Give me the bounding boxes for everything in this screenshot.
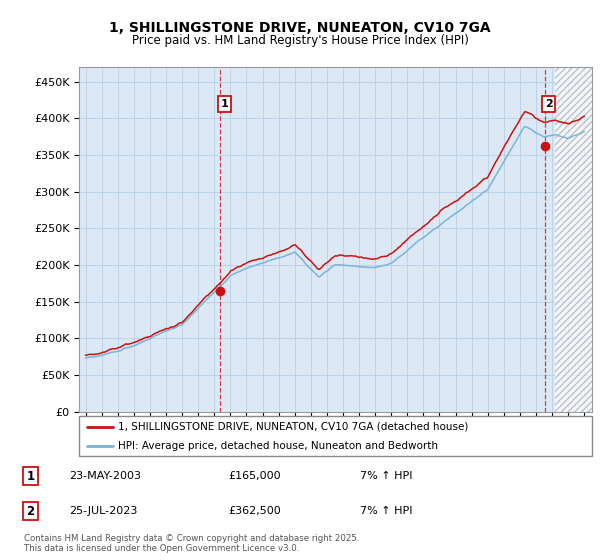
Text: 7% ↑ HPI: 7% ↑ HPI: [360, 506, 413, 516]
Text: 1, SHILLINGSTONE DRIVE, NUNEATON, CV10 7GA: 1, SHILLINGSTONE DRIVE, NUNEATON, CV10 7…: [109, 21, 491, 35]
Text: 1: 1: [26, 469, 35, 483]
Text: 2: 2: [545, 99, 553, 109]
Text: £165,000: £165,000: [228, 471, 281, 481]
Text: Price paid vs. HM Land Registry's House Price Index (HPI): Price paid vs. HM Land Registry's House …: [131, 34, 469, 46]
Bar: [555, 67, 592, 412]
Text: 23-MAY-2003: 23-MAY-2003: [69, 471, 141, 481]
Text: 25-JUL-2023: 25-JUL-2023: [69, 506, 137, 516]
FancyBboxPatch shape: [79, 416, 592, 456]
Text: HPI: Average price, detached house, Nuneaton and Bedworth: HPI: Average price, detached house, Nune…: [118, 441, 437, 450]
Text: 7% ↑ HPI: 7% ↑ HPI: [360, 471, 413, 481]
Text: Contains HM Land Registry data © Crown copyright and database right 2025.
This d: Contains HM Land Registry data © Crown c…: [24, 534, 359, 553]
Text: £362,500: £362,500: [228, 506, 281, 516]
Text: 1, SHILLINGSTONE DRIVE, NUNEATON, CV10 7GA (detached house): 1, SHILLINGSTONE DRIVE, NUNEATON, CV10 7…: [118, 422, 468, 432]
Text: 1: 1: [221, 99, 228, 109]
Text: 2: 2: [26, 505, 35, 518]
